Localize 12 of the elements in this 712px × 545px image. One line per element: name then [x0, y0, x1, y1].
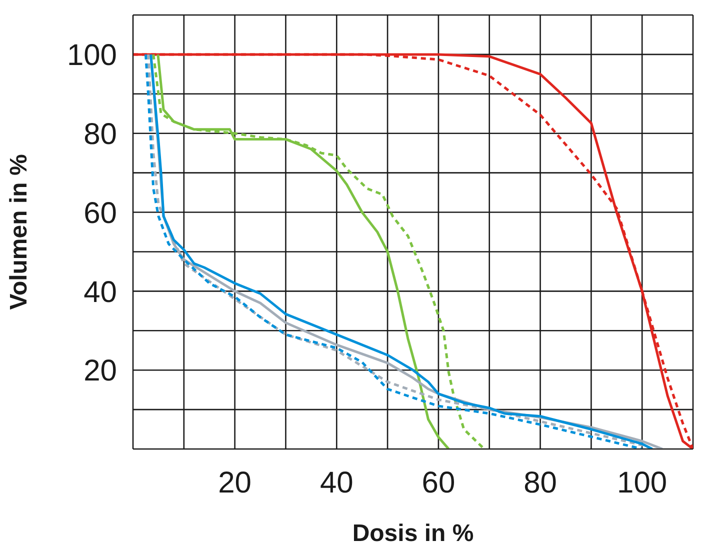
x-tick-label: 100	[617, 466, 668, 500]
y-tick-label: 80	[84, 118, 117, 152]
y-axis-title: Volumen in %	[6, 154, 33, 310]
y-tick-label: 100	[66, 39, 117, 72]
y-tick-label: 60	[84, 196, 117, 230]
x-tick-label: 80	[524, 466, 557, 500]
x-tick-label: 60	[422, 466, 456, 500]
y-tick-label: 20	[84, 354, 117, 388]
x-axis-title: Dosis in %	[352, 520, 474, 545]
y-tick-label: 40	[84, 276, 117, 309]
x-tick-label: 40	[320, 466, 354, 500]
x-tick-label: 20	[218, 466, 252, 500]
